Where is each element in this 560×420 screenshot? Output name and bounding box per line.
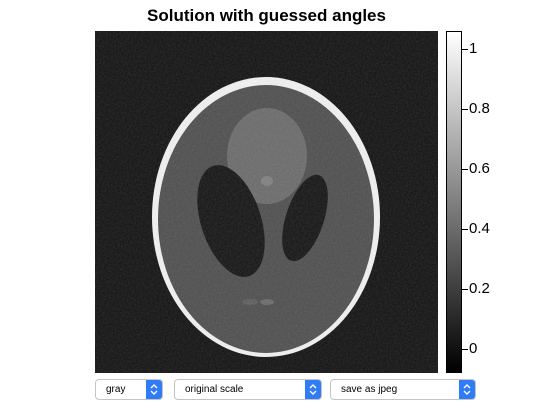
colorbar-tick-label: 0 [469,340,478,357]
colorbar [446,31,462,373]
scale-dropdown-value: original scale [185,384,244,395]
chevron-updown-icon [305,380,321,399]
colorbar-tick [462,109,468,110]
colorbar-tick [462,349,468,350]
colorbar-tick [462,289,468,290]
chevron-updown-icon [146,380,162,399]
colorbar-tick-label: 0.8 [469,100,490,117]
chevron-updown-icon [459,380,475,399]
colorbar-tick [462,49,468,50]
colorbar-tick [462,169,468,170]
colorbar-tick-label: 0.2 [469,280,490,297]
reconstruction-image [95,31,438,373]
colormap-dropdown[interactable]: gray [95,379,163,400]
colorbar-tick-label: 0.4 [469,220,490,237]
colorbar-tick-label: 1 [469,40,478,57]
save-dropdown-value: save as jpeg [341,384,398,395]
colormap-dropdown-value: gray [106,384,126,395]
save-dropdown[interactable]: save as jpeg [330,379,476,400]
figure-title: Solution with guessed angles [147,6,386,25]
colorbar-tick-label: 0.6 [469,160,490,177]
colorbar-tick [462,229,468,230]
scale-dropdown[interactable]: original scale [174,379,322,400]
